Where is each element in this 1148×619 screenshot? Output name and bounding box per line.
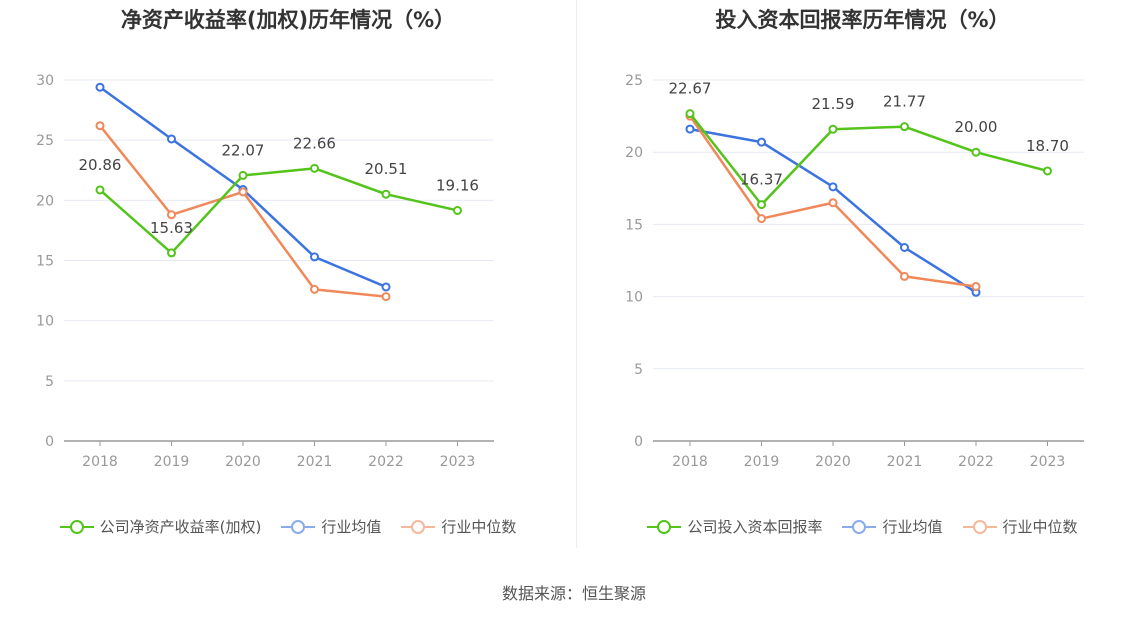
panel-divider (576, 0, 577, 548)
data-point (1043, 166, 1052, 176)
data-point (685, 109, 695, 119)
data-point (310, 284, 319, 294)
y-tick-label: 15 (36, 254, 54, 270)
x-tick-label: 2021 (887, 454, 923, 470)
series-line (689, 112, 1048, 206)
x-tick-label: 2020 (815, 454, 851, 470)
x-tick-label: 2021 (297, 454, 333, 470)
y-tick-label: 0 (45, 434, 54, 450)
legend-marker-icon (281, 518, 316, 536)
data-point (757, 200, 766, 210)
roic-chart-panel: 投入资本回报率历年情况（%） 0 5 10 15 20 25 2018 2019 2020 202… (577, 0, 1148, 560)
x-tick-label: 2018 (82, 454, 118, 470)
x-tick-label: 2020 (225, 454, 261, 470)
data-point (971, 147, 981, 157)
legend-marker-icon (401, 518, 436, 536)
y-tick-label: 20 (625, 145, 643, 161)
legend-label: 公司净资产收益率(加权) (99, 518, 262, 536)
data-label: 21.77 (883, 93, 926, 111)
data-label: 18.70 (1026, 137, 1069, 155)
y-tick-label: 5 (45, 374, 54, 390)
legend-item[interactable]: 行业中位数 (401, 516, 516, 537)
data-point (900, 243, 909, 253)
chart-title: 投入资本回报率历年情况（%） (715, 8, 1010, 32)
legend-item[interactable]: 行业中位数 (962, 516, 1078, 537)
data-point (900, 271, 909, 281)
data-point (828, 124, 838, 134)
data-point (381, 282, 391, 292)
legend-item[interactable]: 公司投入资本回报率 (647, 516, 822, 537)
legend-item[interactable]: 公司净资产收益率(加权) (59, 516, 262, 537)
data-point (167, 210, 176, 220)
y-tick-label: 20 (36, 193, 54, 209)
legend-marker-icon (962, 518, 997, 536)
legend-label: 行业中位数 (1002, 518, 1078, 536)
legend-label: 公司投入资本回报率 (687, 518, 823, 536)
data-point (757, 137, 766, 147)
data-point (310, 252, 319, 262)
legend-label: 行业中位数 (441, 518, 517, 536)
chart-title: 净资产收益率(加权)历年情况（%） (120, 8, 456, 32)
data-point (310, 163, 319, 173)
data-source: 数据来源：恒生聚源 (501, 584, 646, 603)
y-tick-label: 5 (634, 362, 643, 378)
data-label: 16.37 (740, 171, 783, 189)
x-tick-label: 2022 (368, 454, 404, 470)
y-tick-label: 10 (36, 314, 54, 330)
x-tick-label: 2018 (672, 454, 708, 470)
data-point (453, 205, 462, 215)
x-tick-label: 2019 (744, 454, 780, 470)
data-label: 21.59 (812, 95, 855, 113)
data-label: 20.51 (365, 160, 408, 178)
legend-label: 行业均值 (321, 518, 382, 536)
legend-item[interactable]: 行业均值 (281, 516, 381, 537)
legend-marker-icon (842, 518, 877, 536)
data-label: 22.66 (293, 134, 336, 152)
data-point (381, 189, 391, 199)
y-tick-label: 10 (625, 290, 643, 306)
roic-chart: 0 5 10 15 20 25 2018 2019 2020 2021 2022 2023 22.67 1… (625, 73, 1084, 470)
legend-marker-icon (647, 518, 682, 536)
data-point (757, 214, 766, 224)
roic-legend: 公司投入资本回报率 行业均值 行业中位数 (577, 516, 1148, 537)
legend-item[interactable]: 行业均值 (842, 516, 943, 537)
y-tick-label: 30 (36, 73, 54, 89)
y-tick-label: 25 (625, 73, 643, 89)
legend-marker-icon (59, 518, 94, 536)
legend-label: 行业均值 (882, 518, 943, 536)
data-point (167, 248, 176, 258)
data-label: 20.00 (955, 118, 998, 136)
x-tick-label: 2019 (154, 454, 190, 470)
data-label: 22.67 (669, 80, 712, 98)
data-point (95, 82, 105, 92)
data-point (95, 121, 105, 131)
data-point (900, 122, 909, 132)
data-label: 20.86 (79, 156, 122, 174)
data-point (971, 281, 981, 291)
data-point (238, 170, 248, 180)
roe-chart-panel: 净资产收益率(加权)历年情况（%） 0 5 10 15 20 25 30 2018 2019 20… (0, 0, 576, 560)
data-point (95, 185, 105, 195)
y-tick-label: 25 (36, 133, 54, 149)
y-tick-label: 0 (634, 434, 643, 450)
data-point (828, 198, 838, 208)
y-tick-label: 15 (625, 217, 643, 233)
data-point (828, 182, 838, 192)
data-point (685, 124, 695, 134)
data-label: 15.63 (150, 219, 193, 237)
series-line (99, 167, 458, 255)
data-point (167, 134, 176, 144)
data-label: 19.16 (436, 176, 479, 194)
x-tick-label: 2023 (440, 454, 476, 470)
roe-legend: 公司净资产收益率(加权) 行业均值 行业中位数 (0, 516, 576, 537)
data-point (238, 187, 248, 197)
x-tick-label: 2023 (1030, 454, 1066, 470)
data-label: 22.07 (222, 141, 265, 159)
data-point (381, 292, 391, 302)
roe-chart: 0 5 10 15 20 25 30 2018 2019 2020 2021 2022 2023 20.8… (36, 73, 494, 470)
series-line (689, 127, 977, 294)
x-tick-label: 2022 (958, 454, 994, 470)
